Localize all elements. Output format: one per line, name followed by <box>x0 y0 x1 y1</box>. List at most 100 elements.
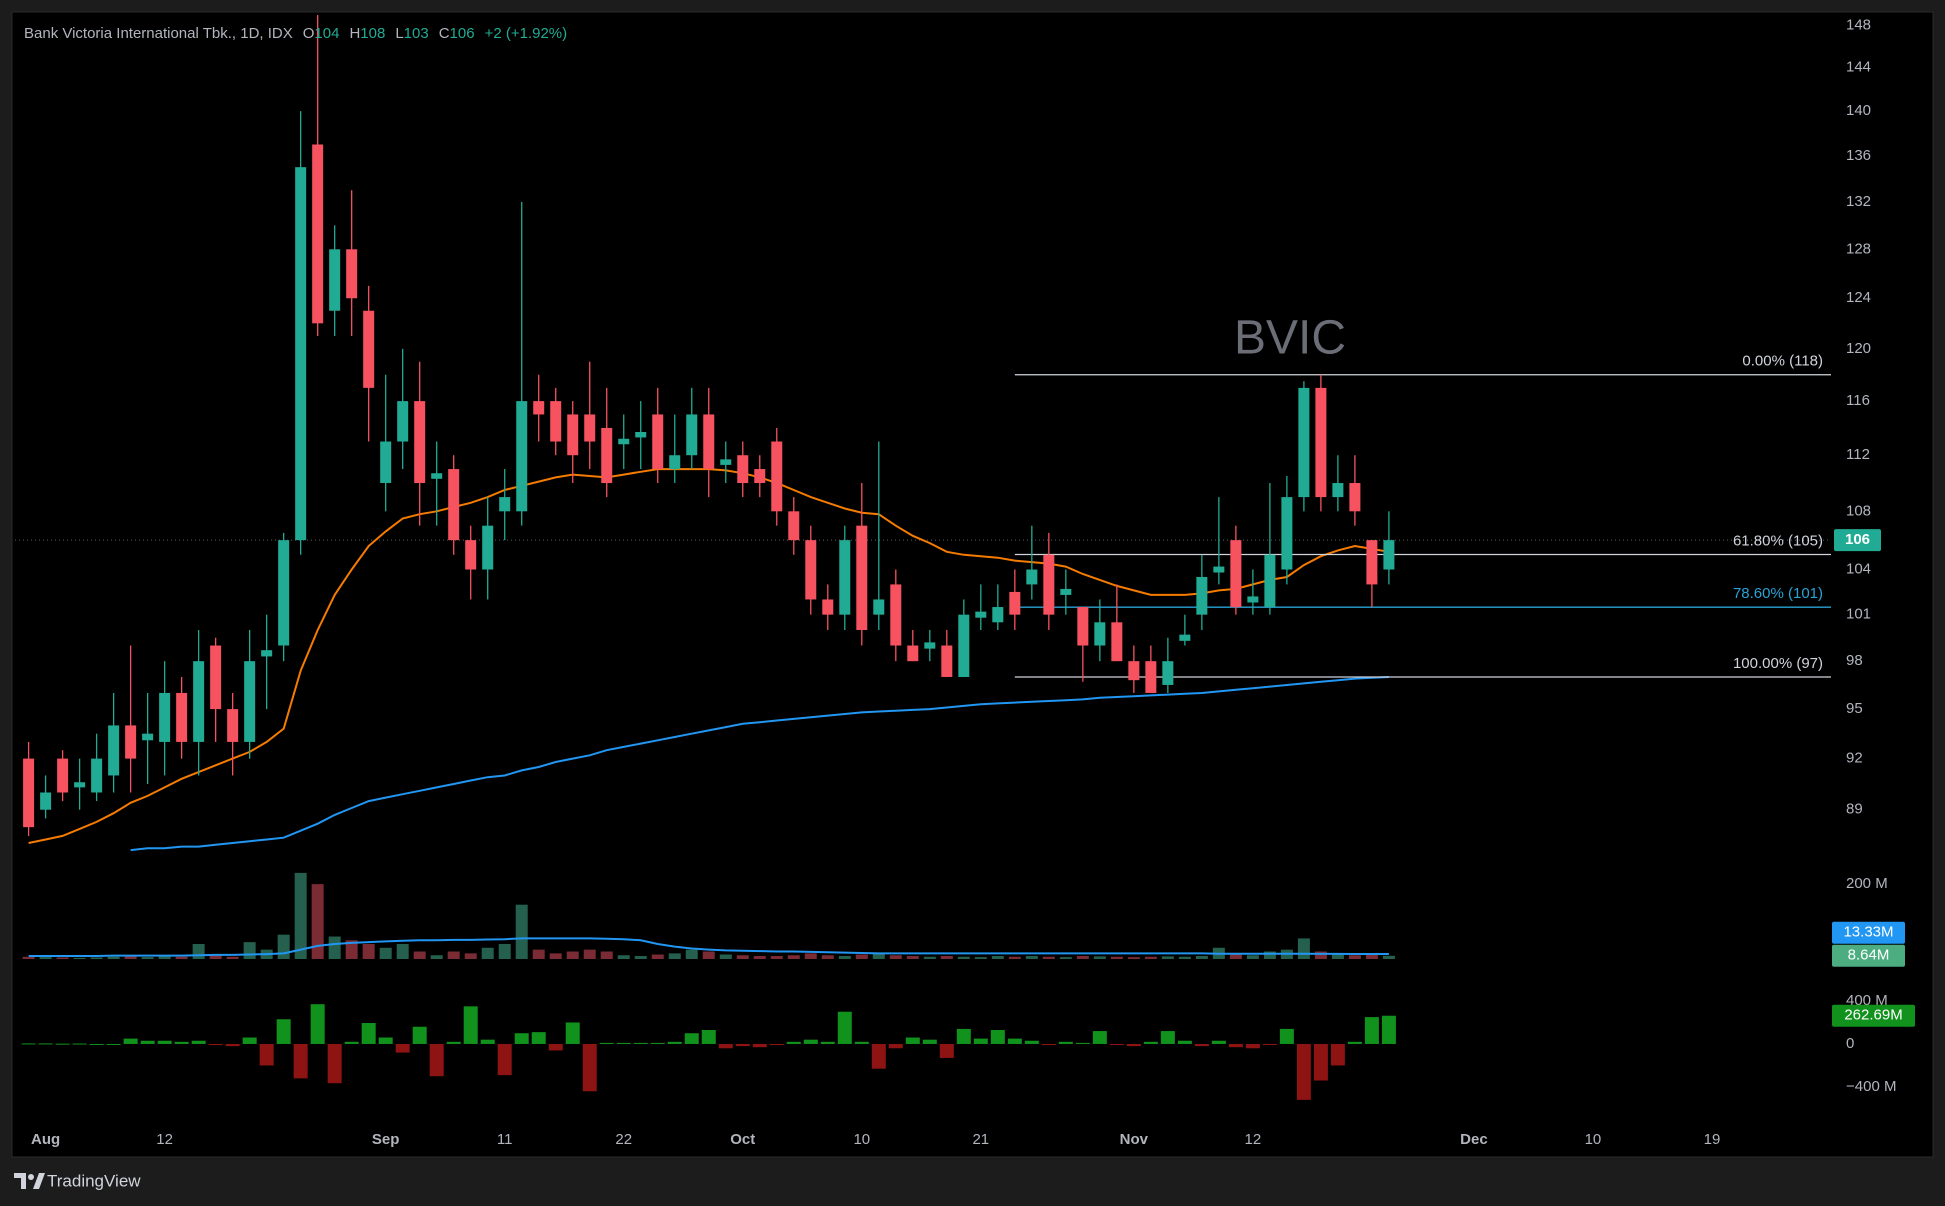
x-tick-label: Sep <box>372 1131 400 1148</box>
candle-body <box>788 511 800 541</box>
flow-bar <box>1075 1042 1090 1044</box>
candle-body <box>822 599 834 615</box>
flow-tick-label: −400 M <box>1846 1078 1896 1095</box>
flow-bar <box>123 1038 138 1044</box>
candle-body <box>1128 661 1140 681</box>
flow-bar <box>395 1043 410 1053</box>
logo-mark <box>14 1173 26 1189</box>
candle-body <box>210 645 222 710</box>
candle-body <box>448 469 460 541</box>
flow-bar <box>106 1043 121 1045</box>
flow-bar <box>599 1042 614 1044</box>
volume-bar <box>464 953 477 959</box>
candle-body <box>482 525 494 570</box>
volume-bar <box>634 956 647 959</box>
volume-bar <box>838 956 851 959</box>
candle-body <box>176 692 188 742</box>
flow-bar <box>310 1004 325 1044</box>
flow-bar <box>701 1029 716 1044</box>
candle-body <box>244 661 256 742</box>
symbol-title: Bank Victoria International Tbk., 1D, ID… <box>24 25 293 42</box>
y-tick-label: 124 <box>1846 289 1871 306</box>
flow-pane <box>21 1004 1396 1100</box>
flow-badge <box>1832 1004 1915 1027</box>
flow-bar <box>259 1043 274 1066</box>
volume-bar <box>328 936 341 959</box>
candle-body <box>771 441 783 512</box>
candle-body <box>1213 566 1225 573</box>
axes: 1481441401361321281241201161121081041019… <box>31 16 1915 1148</box>
logo-dot <box>28 1174 34 1180</box>
volume-bar <box>1365 953 1378 959</box>
volume-bar <box>1144 956 1157 959</box>
volume-bar <box>73 957 86 959</box>
volume-bar <box>192 944 205 959</box>
candle-body <box>1077 607 1089 646</box>
candle-body <box>584 414 596 442</box>
flow-bar <box>242 1037 257 1044</box>
flow-bar <box>463 1006 478 1044</box>
volume-bar <box>515 904 528 959</box>
volume-bar <box>583 949 596 959</box>
volume-bar <box>1178 956 1191 959</box>
volume-bar <box>1297 938 1310 959</box>
flow-bar <box>633 1042 648 1044</box>
candle-body <box>1281 497 1293 570</box>
flow-bar <box>888 1043 903 1049</box>
volume-bar <box>855 954 868 959</box>
flow-bar <box>1126 1043 1141 1047</box>
candle-body <box>1298 387 1310 498</box>
candle-body <box>346 249 358 299</box>
candle-body <box>1145 661 1157 693</box>
x-tick-label: Oct <box>730 1131 755 1148</box>
candle-body <box>618 438 630 445</box>
flow-bar <box>1313 1043 1328 1081</box>
candle-body <box>1196 576 1208 615</box>
x-tick-label: Nov <box>1120 1131 1149 1148</box>
flow-bar <box>429 1043 444 1077</box>
ohlc-key: O <box>303 25 315 42</box>
volume-bar <box>481 947 494 959</box>
volume-bar <box>702 951 715 959</box>
candle-body <box>1264 554 1276 608</box>
candle-body <box>380 441 392 484</box>
volume-bar <box>889 955 902 959</box>
flow-bar <box>973 1038 988 1044</box>
flow-bar <box>1160 1031 1175 1044</box>
candle-body <box>550 401 562 442</box>
flow-bar <box>684 1033 699 1044</box>
x-tick-label: Dec <box>1460 1131 1488 1148</box>
candle-body <box>1179 634 1191 641</box>
volume-bar <box>940 956 953 959</box>
flow-bar <box>837 1011 852 1044</box>
candle-body <box>1383 540 1395 570</box>
candle-body <box>193 661 205 742</box>
volume-bar <box>1059 957 1072 959</box>
volume-bar <box>651 954 664 959</box>
flow-bar <box>548 1043 563 1051</box>
ohlc-value: 103 <box>404 25 429 42</box>
candle-body <box>91 758 103 793</box>
flow-bar <box>871 1043 886 1069</box>
flow-bar <box>293 1043 308 1079</box>
candle-body <box>958 614 970 677</box>
volume-bar <box>362 944 375 959</box>
candle-body <box>363 310 375 388</box>
candle-body <box>754 469 766 484</box>
candle-body <box>295 167 307 541</box>
volume-tick-label: 200 M <box>1846 875 1888 892</box>
volume-bar <box>158 956 171 959</box>
flow-bar <box>650 1042 665 1044</box>
volume-bar <box>1093 956 1106 959</box>
flow-bar <box>361 1023 376 1044</box>
logo-mark <box>33 1173 45 1189</box>
fib-label: 0.00% (118) <box>1742 353 1823 370</box>
ohlc-key: C <box>439 25 450 42</box>
flow-bar <box>1058 1041 1073 1044</box>
moving-average <box>130 676 1389 852</box>
price-pane: BVIC 0.00% (118) 61.80% (105) 78.60% (101) 1… <box>15 15 1831 852</box>
volume-badge-label: 8.64M <box>1848 947 1890 964</box>
volume-bar <box>600 951 613 959</box>
volume-bar <box>1229 953 1242 959</box>
volume-bar <box>719 954 732 959</box>
